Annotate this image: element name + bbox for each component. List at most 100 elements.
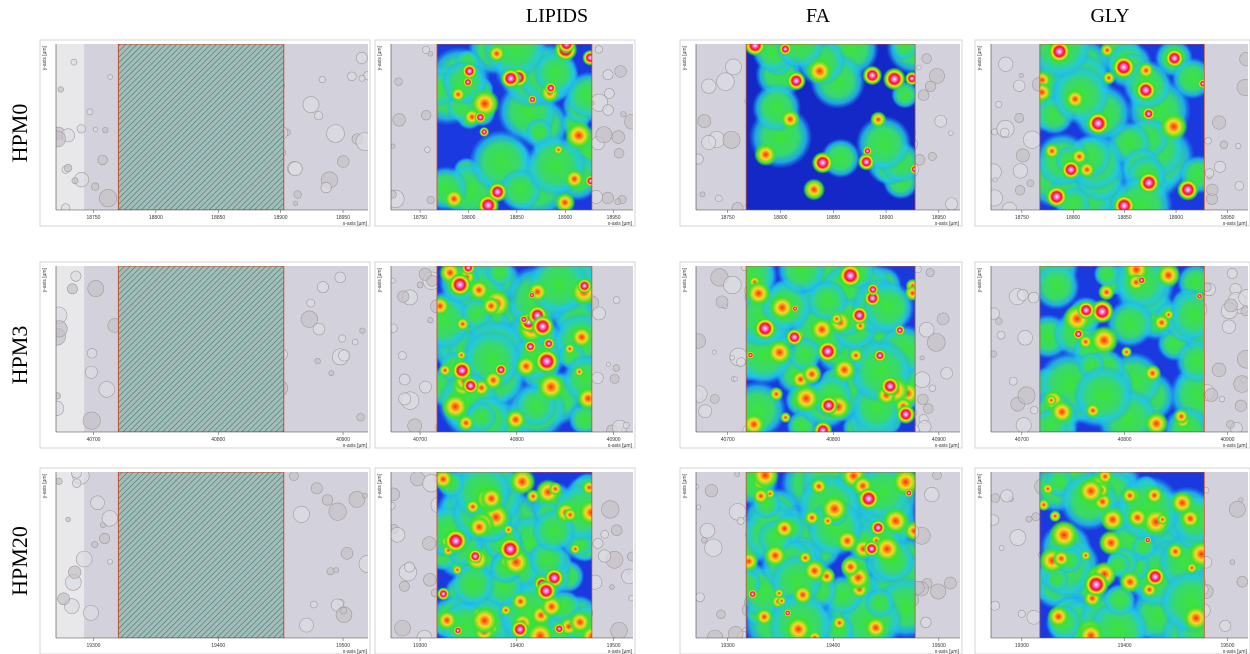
cell: [399, 393, 411, 405]
y-axis-label: y-axis [µm]: [377, 267, 383, 292]
cell: [1219, 396, 1225, 402]
selection-area: [118, 472, 283, 638]
blob: [1100, 43, 1114, 57]
blob: [747, 589, 758, 600]
cell: [58, 593, 70, 605]
cell: [1030, 406, 1038, 414]
blob: [468, 549, 483, 564]
cell: [339, 335, 346, 342]
blob: [883, 67, 906, 90]
cell: [99, 189, 117, 207]
blob: [780, 109, 800, 129]
y-axis-label: y-axis [µm]: [977, 267, 983, 292]
blob: [544, 82, 557, 95]
panel: 193001940019500x-axis [µm]y-axis [µm]: [375, 442, 637, 654]
cell: [329, 371, 334, 376]
blob: [1044, 143, 1060, 159]
x-axis-label: x-axis [µm]: [608, 443, 633, 449]
cell: [717, 73, 735, 91]
panel: 1875018800188501890018950x-axis [µm]y-ax…: [680, 19, 962, 227]
blob: [1073, 365, 1134, 426]
cell: [100, 523, 105, 528]
cell: [1026, 516, 1032, 522]
cell: [1013, 80, 1025, 92]
cell: [399, 374, 410, 385]
x-tick-label: 19300: [86, 643, 100, 649]
cell: [77, 125, 85, 133]
x-tick-label: 18900: [558, 215, 572, 221]
cell: [997, 331, 1005, 339]
cell: [307, 299, 315, 307]
cell: [398, 291, 409, 302]
blob: [873, 349, 886, 362]
cell: [87, 109, 93, 115]
cell: [427, 196, 435, 204]
cell: [1023, 131, 1040, 148]
cell: [352, 339, 358, 345]
cell: [730, 355, 735, 360]
x-tick-label: 19400: [510, 643, 524, 649]
cell: [595, 46, 603, 54]
cell: [349, 491, 365, 507]
x-tick-label: 40800: [510, 437, 524, 443]
blob: [791, 305, 799, 313]
cell: [717, 610, 726, 619]
blob: [511, 592, 530, 611]
cell: [918, 421, 931, 434]
cell: [933, 471, 942, 480]
cell: [356, 133, 374, 151]
blob: [1045, 185, 1067, 207]
cell: [322, 495, 333, 506]
blob: [548, 482, 562, 496]
blob: [1144, 365, 1161, 382]
cell: [1015, 113, 1024, 122]
blob: [1144, 536, 1152, 544]
cell: [319, 76, 325, 82]
x-axis-label: x-axis [µm]: [935, 443, 960, 449]
cell: [917, 65, 922, 70]
cell: [926, 268, 934, 276]
blob: [500, 604, 512, 616]
cell: [1237, 576, 1248, 587]
cell: [614, 148, 624, 158]
cell: [598, 550, 610, 562]
cell: [612, 131, 625, 144]
cell: [427, 275, 438, 286]
cell: [592, 307, 605, 320]
blob: [1065, 89, 1085, 109]
blob: [1157, 514, 1168, 525]
blob: [819, 395, 839, 415]
blob: [804, 510, 820, 526]
micrograph: [389, 243, 633, 464]
blob: [858, 153, 876, 171]
heatmap: [1022, 237, 1233, 454]
cell: [623, 422, 629, 428]
cell: [421, 110, 431, 120]
column-header: GLY: [1090, 5, 1129, 27]
blob: [862, 65, 882, 85]
blob: [456, 350, 466, 360]
blob: [863, 540, 880, 557]
blob: [570, 543, 581, 554]
cell: [927, 333, 945, 351]
cell: [615, 199, 621, 205]
cell: [360, 328, 366, 334]
cell: [1226, 420, 1234, 428]
blob: [1195, 292, 1203, 300]
cell: [315, 358, 321, 364]
cell: [395, 78, 403, 86]
cell: [428, 317, 434, 323]
cell: [1235, 181, 1244, 190]
micrograph: [50, 41, 374, 212]
blob: [1177, 179, 1199, 201]
blob: [744, 35, 766, 57]
cell: [1205, 169, 1214, 178]
blob: [754, 143, 777, 166]
x-tick-label: 19300: [1015, 643, 1029, 649]
cell: [329, 503, 346, 520]
cell: [317, 282, 328, 293]
cell: [99, 533, 109, 543]
blob: [786, 71, 806, 91]
x-tick-label: 18750: [86, 215, 100, 221]
blob: [777, 245, 827, 295]
